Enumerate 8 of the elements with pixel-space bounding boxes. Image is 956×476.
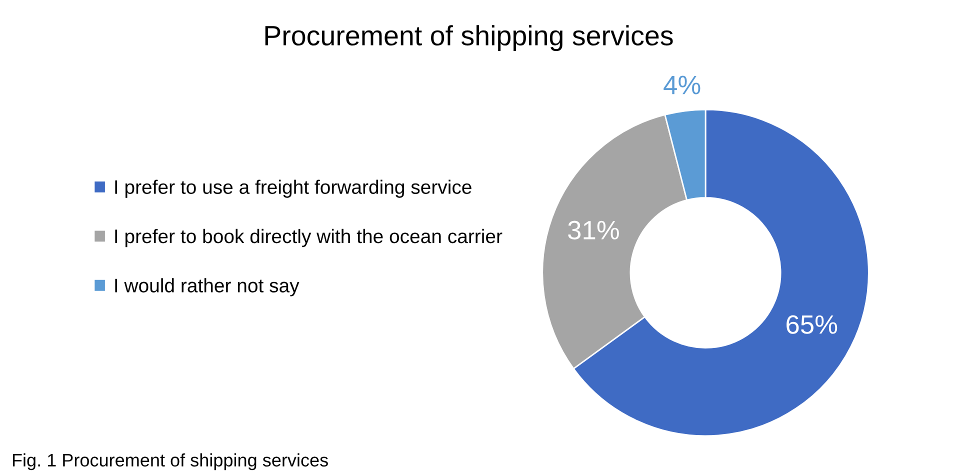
data-label: 4%: [664, 76, 700, 94]
caption: Fig. 1 Procurement of shipping services: [12, 453, 328, 470]
legend-label: I prefer to use a freight forwarding service: [115, 180, 472, 198]
data-label: 31%: [568, 220, 619, 240]
legend-label: I prefer to book directly with the ocean carrier: [115, 228, 502, 248]
data-label: 65%: [786, 315, 838, 334]
legend-label: I would rather not say: [115, 278, 300, 296]
chart-title: Procurement of shipping services: [265, 25, 673, 52]
